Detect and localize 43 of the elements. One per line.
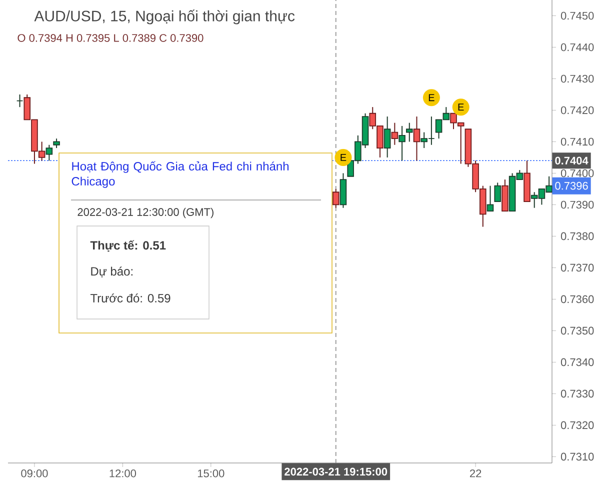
annotation: E (428, 94, 434, 102)
candlestick (494, 182, 501, 202)
ref-line-label: 2022-03-21 19:15:00 (284, 468, 388, 476)
y-tick-label: 0.7370 (560, 264, 594, 272)
y-tick-label: 0.7420 (560, 106, 594, 114)
annotation: Trước đó: 0.59 (90, 294, 170, 302)
y-tick-label: 0.7400 (560, 169, 594, 178)
annotation: Thực tế: 0.51 (90, 240, 166, 252)
annotation: 2022-03-21 12:30:00 (GMT) (78, 208, 214, 218)
candlestick (486, 185, 494, 212)
y-tick-label: 0.7430 (560, 74, 594, 83)
annotation: Hoạt Động Quốc Gia của Fed chi nhánh Chicago (72, 161, 289, 188)
y-tick-label: 0.7330 (560, 390, 594, 398)
y-tick-label: 0.7350 (560, 326, 594, 335)
annotation: E (458, 104, 464, 111)
y-tick-label: 0.7450 (560, 12, 594, 20)
y-tick-label: 0.7360 (560, 295, 594, 304)
candlestick (16, 94, 24, 108)
annotation: E (340, 154, 346, 161)
y-tick-label: 0.7390 (560, 200, 594, 209)
y-tick-label: 0.7410 (560, 138, 594, 146)
candlestick (384, 116, 391, 158)
x-tick-label: 12:00 (110, 470, 136, 478)
y-tick-label: 0.7310 (560, 452, 594, 461)
text: AUD/USD, 15, Ngoại hối thời gian thực (34, 10, 295, 24)
y-tick-label: 0.7440 (560, 43, 594, 52)
y-tick-label: 0.7340 (560, 358, 594, 366)
candlestick (413, 116, 420, 162)
x-tick-label: 15:00 (198, 470, 224, 478)
candlestick (332, 188, 340, 208)
candlestick (406, 122, 413, 142)
x-tick-label: 22 (470, 470, 482, 478)
text: O 0.7394 H 0.7395 L 0.7389 C 0.7390 (18, 34, 204, 42)
y-tick-label: 0.7320 (560, 421, 594, 430)
candlestick (398, 125, 406, 162)
ref-line-label: 0.7404 (555, 156, 588, 165)
annotation: 0.7396 (555, 182, 588, 190)
candlestick (391, 122, 398, 146)
candlestick (46, 144, 53, 162)
annotation: Dự báo: (91, 266, 132, 278)
candlestick (53, 138, 60, 149)
x-tick-label: 09:00 (21, 470, 48, 478)
y-tick-label: 0.7380 (560, 232, 594, 240)
